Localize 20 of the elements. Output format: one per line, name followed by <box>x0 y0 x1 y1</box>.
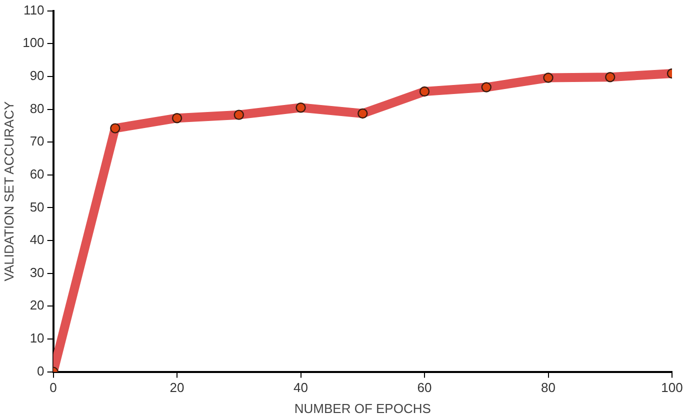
x-tick-label: 60 <box>417 380 432 396</box>
y-axis-title: VALIDATION SET ACCURACY <box>1 101 16 282</box>
y-tick-label: 0 <box>37 363 44 378</box>
x-tick-label: 40 <box>294 380 308 396</box>
x-tick-label: 0 <box>50 380 57 396</box>
x-axis-title: NUMBER OF EPOCHS <box>294 400 432 416</box>
x-tick-label: 80 <box>541 380 556 396</box>
y-tick-label: 60 <box>30 166 44 182</box>
y-tick-label: 90 <box>30 68 44 84</box>
y-tick-label: 50 <box>30 199 44 214</box>
y-tick-label: 80 <box>30 100 44 116</box>
y-tick-label: 70 <box>30 134 44 149</box>
y-tick-label: 20 <box>30 298 44 313</box>
x-tick-label: 20 <box>170 380 184 396</box>
y-tick-label: 10 <box>30 330 44 346</box>
y-tick-label: 110 <box>24 2 44 18</box>
x-tick-label: 100 <box>661 380 683 396</box>
y-tick-label: 30 <box>30 264 44 280</box>
y-tick-label: 100 <box>22 35 44 50</box>
y-tick-label: 40 <box>30 232 44 248</box>
